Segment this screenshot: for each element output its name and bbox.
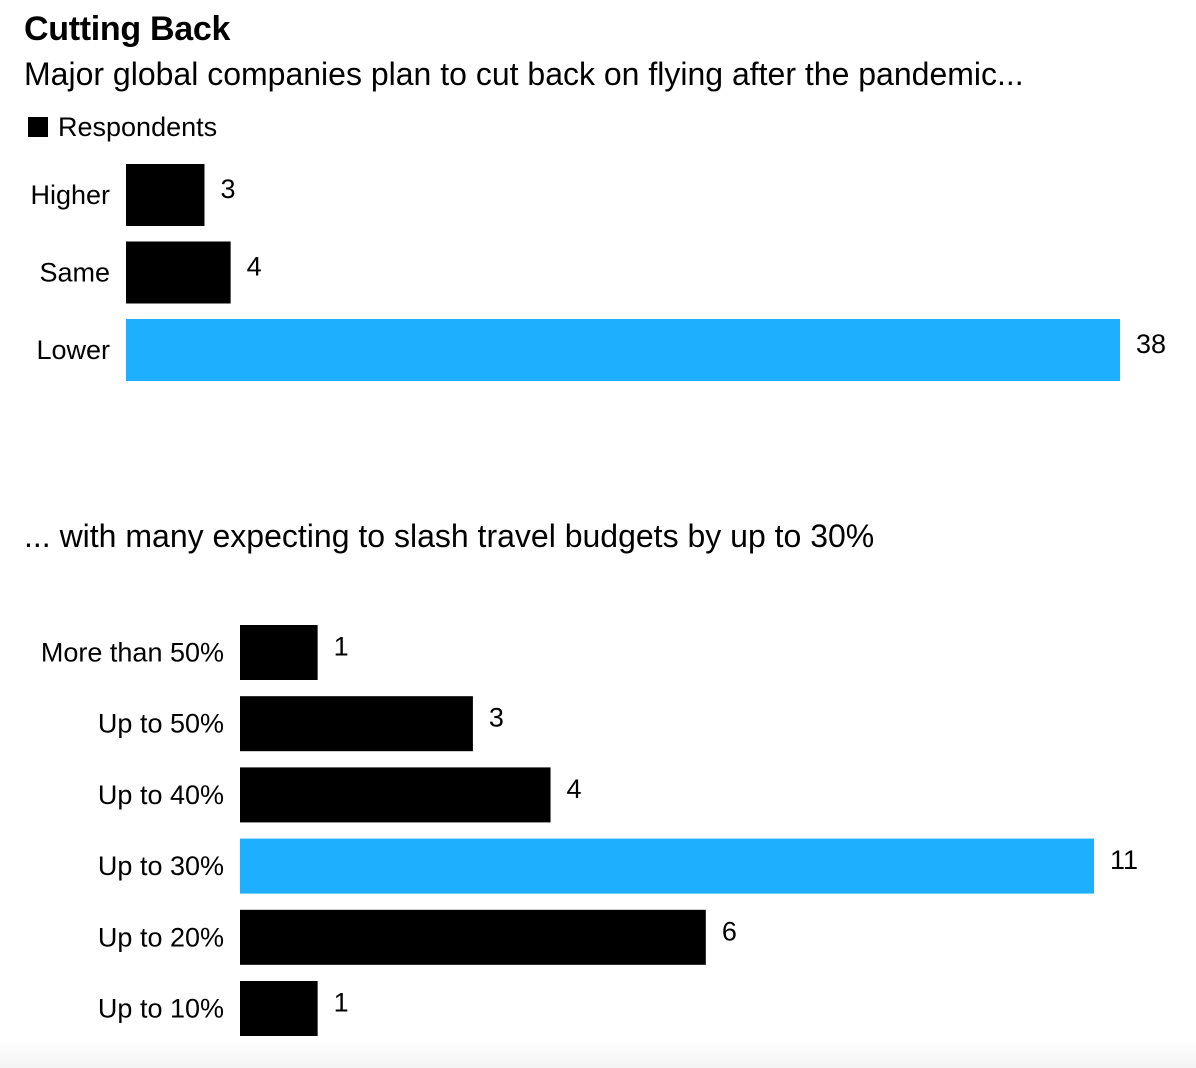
bar xyxy=(240,696,473,752)
value-label: 4 xyxy=(247,252,262,282)
legend-label: Respondents xyxy=(58,111,218,142)
bar xyxy=(240,767,551,823)
category-label: Same xyxy=(39,258,110,288)
category-label: Up to 30% xyxy=(98,851,224,881)
chart-bottom-bars: More than 50% 1 Up to 50% 3 Up to 40% 4 Up to … xyxy=(41,625,1138,1036)
bar xyxy=(126,241,231,304)
value-label: 11 xyxy=(1110,845,1138,875)
value-label: 1 xyxy=(334,988,349,1018)
category-label: Up to 40% xyxy=(98,780,224,810)
bar xyxy=(240,838,1094,894)
chart-subtitle: Major global companies plan to cut back … xyxy=(24,56,1024,92)
legend: Respondents xyxy=(28,110,217,144)
chart-title: Cutting Back xyxy=(24,10,231,48)
value-label: 6 xyxy=(722,916,737,946)
bar xyxy=(240,981,318,1036)
bar xyxy=(126,319,1120,381)
category-label: Lower xyxy=(36,335,110,365)
chart-subtitle-2: ... with many expecting to slash travel … xyxy=(24,518,875,554)
value-label: 1 xyxy=(334,632,349,662)
category-label: Up to 50% xyxy=(98,709,224,739)
bar xyxy=(240,625,318,680)
bottom-fade xyxy=(0,1042,1196,1068)
value-label: 3 xyxy=(489,703,504,733)
bar xyxy=(126,164,205,226)
value-label: 38 xyxy=(1136,329,1166,359)
category-label: Up to 20% xyxy=(98,922,224,952)
value-label: 3 xyxy=(220,174,235,204)
category-label: Higher xyxy=(30,180,110,210)
value-label: 4 xyxy=(567,774,582,804)
category-label: More than 50% xyxy=(41,638,224,668)
bar xyxy=(240,909,706,965)
legend-swatch xyxy=(28,117,48,137)
chart-top-bars: Higher 3 Same 4 Lower 38 xyxy=(30,164,1166,381)
category-label: Up to 10% xyxy=(98,994,224,1024)
